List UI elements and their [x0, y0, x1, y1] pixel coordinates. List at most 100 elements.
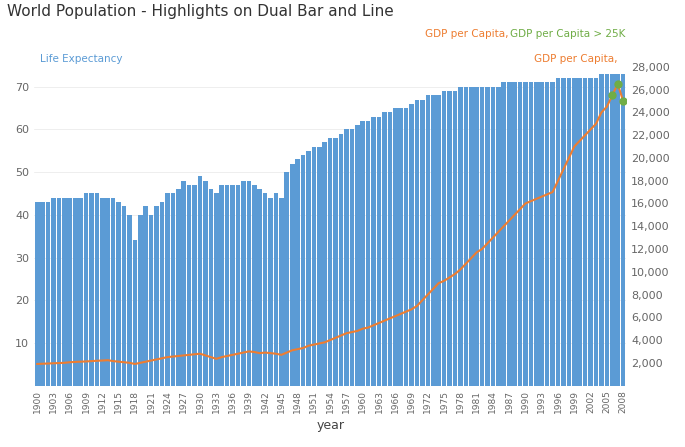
Bar	[334, 138, 338, 386]
Bar	[409, 104, 414, 386]
Bar	[561, 78, 566, 386]
Bar	[122, 206, 126, 386]
Bar	[425, 95, 430, 386]
Bar	[534, 83, 538, 386]
Point	[607, 92, 618, 99]
Bar	[442, 91, 447, 386]
Bar	[40, 202, 45, 386]
Bar	[540, 83, 544, 386]
Bar	[621, 74, 625, 386]
Bar	[187, 185, 191, 386]
Bar	[236, 185, 240, 386]
Bar	[556, 78, 560, 386]
Bar	[605, 74, 609, 386]
Bar	[594, 78, 598, 386]
Bar	[247, 181, 251, 386]
Bar	[306, 151, 311, 386]
Bar	[263, 194, 267, 386]
Bar	[208, 189, 213, 386]
Bar	[116, 202, 121, 386]
Bar	[154, 206, 159, 386]
Bar	[165, 194, 170, 386]
Text: GDP per Capita,: GDP per Capita,	[534, 54, 621, 64]
Text: GDP per Capita,: GDP per Capita,	[425, 29, 512, 39]
Bar	[35, 202, 40, 386]
Bar	[414, 100, 419, 386]
Bar	[583, 78, 588, 386]
Bar	[615, 74, 620, 386]
Bar	[588, 78, 593, 386]
Bar	[273, 194, 278, 386]
Bar	[89, 194, 94, 386]
Bar	[366, 121, 371, 386]
Bar	[572, 78, 577, 386]
Bar	[512, 83, 517, 386]
Bar	[46, 202, 51, 386]
Text: GDP per Capita > 25K: GDP per Capita > 25K	[510, 29, 625, 39]
Bar	[295, 159, 300, 386]
Bar	[312, 147, 316, 386]
Point	[618, 97, 629, 105]
Bar	[78, 198, 83, 386]
Bar	[479, 87, 484, 386]
Bar	[518, 83, 523, 386]
Bar	[371, 117, 376, 386]
Bar	[73, 198, 77, 386]
Bar	[301, 155, 306, 386]
Bar	[599, 74, 603, 386]
Bar	[284, 172, 289, 386]
Bar	[566, 78, 571, 386]
Bar	[382, 112, 387, 386]
Bar	[203, 181, 208, 386]
Bar	[420, 100, 425, 386]
Bar	[474, 87, 479, 386]
Bar	[328, 138, 332, 386]
Bar	[279, 198, 284, 386]
Bar	[529, 83, 533, 386]
Bar	[317, 147, 322, 386]
Text: World Population - Highlights on Dual Bar and Line: World Population - Highlights on Dual Ba…	[7, 4, 394, 20]
Bar	[95, 194, 99, 386]
Bar	[182, 181, 186, 386]
Bar	[62, 198, 66, 386]
Bar	[360, 121, 365, 386]
Bar	[176, 189, 181, 386]
Bar	[344, 130, 349, 386]
X-axis label: year: year	[316, 419, 344, 432]
Bar	[469, 87, 473, 386]
Bar	[214, 194, 219, 386]
Bar	[192, 185, 197, 386]
Bar	[51, 198, 55, 386]
Bar	[545, 83, 549, 386]
Bar	[377, 117, 382, 386]
Bar	[290, 164, 295, 386]
Bar	[523, 83, 527, 386]
Bar	[404, 108, 408, 386]
Bar	[496, 87, 501, 386]
Bar	[431, 95, 436, 386]
Bar	[138, 215, 142, 386]
Bar	[355, 125, 360, 386]
Bar	[610, 74, 614, 386]
Bar	[143, 206, 148, 386]
Bar	[68, 198, 72, 386]
Bar	[252, 185, 257, 386]
Bar	[501, 83, 506, 386]
Bar	[111, 198, 116, 386]
Bar	[105, 198, 110, 386]
Bar	[458, 87, 462, 386]
Point	[612, 80, 623, 88]
Bar	[507, 83, 512, 386]
Bar	[447, 91, 452, 386]
Bar	[338, 134, 343, 386]
Bar	[393, 108, 397, 386]
Bar	[127, 215, 132, 386]
Bar	[323, 142, 327, 386]
Text: Life Expectancy: Life Expectancy	[40, 54, 123, 64]
Bar	[57, 198, 61, 386]
Bar	[485, 87, 490, 386]
Bar	[399, 108, 403, 386]
Bar	[198, 177, 202, 386]
Bar	[577, 78, 582, 386]
Bar	[269, 198, 273, 386]
